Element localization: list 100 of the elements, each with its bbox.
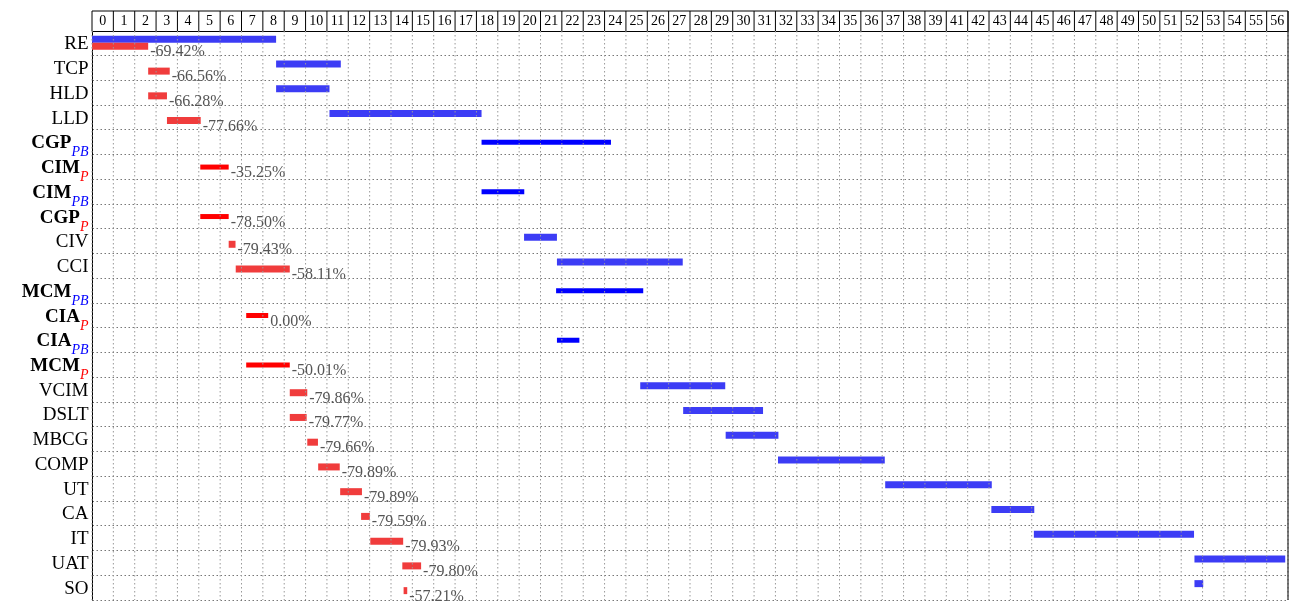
bar — [556, 258, 683, 266]
x-tick-label: 7 — [248, 13, 256, 28]
x-tick-label: 47 — [1078, 13, 1093, 28]
x-tick-label: 53 — [1206, 13, 1221, 28]
x-tick-label: 54 — [1227, 13, 1242, 28]
x-tick-label: 12 — [351, 13, 366, 28]
x-tick-label: 39 — [928, 13, 943, 28]
x-tick-label: 5 — [205, 13, 213, 28]
bar — [148, 92, 167, 100]
bar — [166, 117, 201, 125]
annotation: -79.59% — [371, 512, 427, 530]
x-tick-label: 19 — [501, 13, 516, 28]
x-tick-label: 55 — [1248, 13, 1263, 28]
x-tick-label: 13 — [373, 13, 388, 28]
x-tick-label: 16 — [437, 13, 452, 28]
x-tick-label: 34 — [821, 13, 836, 28]
bar — [556, 337, 580, 343]
x-tick-label: 24 — [608, 13, 623, 28]
x-tick-label: 8 — [270, 13, 278, 28]
bar — [228, 240, 236, 248]
x-tick-label: 48 — [1099, 13, 1114, 28]
x-tick-label: 32 — [779, 13, 794, 28]
y-tick-label: HLD — [49, 81, 89, 103]
x-tick-label: 56 — [1270, 13, 1285, 28]
x-tick-label: 1 — [120, 13, 128, 28]
x-tick-label: 17 — [458, 13, 473, 28]
x-tick-label: 9 — [291, 13, 299, 28]
bar — [276, 60, 341, 68]
x-tick-label: 31 — [757, 13, 772, 28]
bar — [361, 512, 370, 520]
annotation: -77.66% — [202, 116, 258, 134]
annotation: -69.42% — [150, 42, 205, 60]
x-tick-label: 42 — [971, 13, 986, 28]
bar — [200, 164, 229, 170]
bar — [725, 431, 779, 439]
bar — [92, 42, 149, 50]
x-tick-label: 2 — [141, 13, 149, 28]
x-tick-label: 11 — [330, 13, 345, 28]
annotation: -79.89% — [341, 462, 397, 480]
x-tick-label: 4 — [184, 13, 192, 28]
bar — [402, 562, 422, 570]
y-tick-label: RE — [64, 32, 89, 54]
x-tick-label: 51 — [1163, 13, 1178, 28]
x-tick-label: 3 — [163, 13, 171, 28]
bar — [289, 413, 307, 421]
annotation: -79.86% — [309, 388, 364, 406]
annotation: -50.01% — [291, 360, 347, 378]
x-tick-label: 27 — [672, 13, 687, 28]
x-tick-label: 25 — [629, 13, 644, 28]
x-tick-label: 21 — [544, 13, 559, 28]
annotation: -57.21% — [409, 586, 464, 604]
annotation: -66.28% — [168, 91, 224, 109]
bar — [318, 463, 340, 471]
bar — [1194, 580, 1204, 588]
annotation: -79.89% — [363, 487, 419, 505]
bar — [370, 537, 404, 545]
x-tick-label: 50 — [1142, 13, 1157, 28]
x-tick-label: 46 — [1056, 13, 1071, 28]
bar — [524, 233, 557, 241]
bar — [276, 85, 330, 93]
annotation: 0.00% — [270, 311, 312, 329]
annotation: -79.93% — [405, 537, 460, 555]
bar — [481, 139, 611, 145]
x-tick-label: 43 — [992, 13, 1007, 28]
x-tick-label: 36 — [864, 13, 879, 28]
annotation: -79.66% — [319, 438, 375, 456]
y-tick-label: TCP — [53, 57, 89, 79]
bar — [92, 35, 277, 43]
x-tick-label: 49 — [1120, 13, 1135, 28]
y-tick-label: IT — [70, 527, 89, 549]
bar — [556, 288, 644, 294]
bar — [200, 214, 229, 220]
bar — [307, 438, 318, 446]
bar — [148, 67, 170, 75]
annotation: -79.43% — [237, 240, 293, 258]
y-tick-label: UT — [63, 477, 89, 499]
x-tick-label: 23 — [586, 13, 601, 28]
y-tick-label: LLD — [51, 106, 89, 128]
bar — [991, 505, 1035, 513]
x-tick-label: 33 — [800, 13, 815, 28]
y-tick-label: CA — [62, 502, 89, 524]
x-tick-label: 26 — [650, 13, 665, 28]
x-tick-label: 45 — [1035, 13, 1050, 28]
y-tick-label: MBCG — [32, 428, 89, 450]
y-tick-label: DSLT — [42, 403, 89, 425]
x-tick-label: 29 — [715, 13, 730, 28]
x-tick-label: 18 — [480, 13, 495, 28]
bar — [235, 265, 290, 273]
x-tick-label: 52 — [1184, 13, 1199, 28]
y-tick-label: UAT — [51, 551, 89, 573]
y-tick-label: CGP$_{PB}$ — [31, 131, 89, 159]
bar — [1194, 555, 1286, 563]
x-tick-label: 37 — [885, 13, 900, 28]
bar — [481, 189, 525, 195]
bar — [683, 406, 764, 414]
x-tick-label: 38 — [907, 13, 922, 28]
x-tick-label: 44 — [1014, 13, 1029, 28]
x-tick-label: 41 — [949, 13, 964, 28]
bar — [777, 456, 885, 464]
bar — [246, 362, 290, 368]
